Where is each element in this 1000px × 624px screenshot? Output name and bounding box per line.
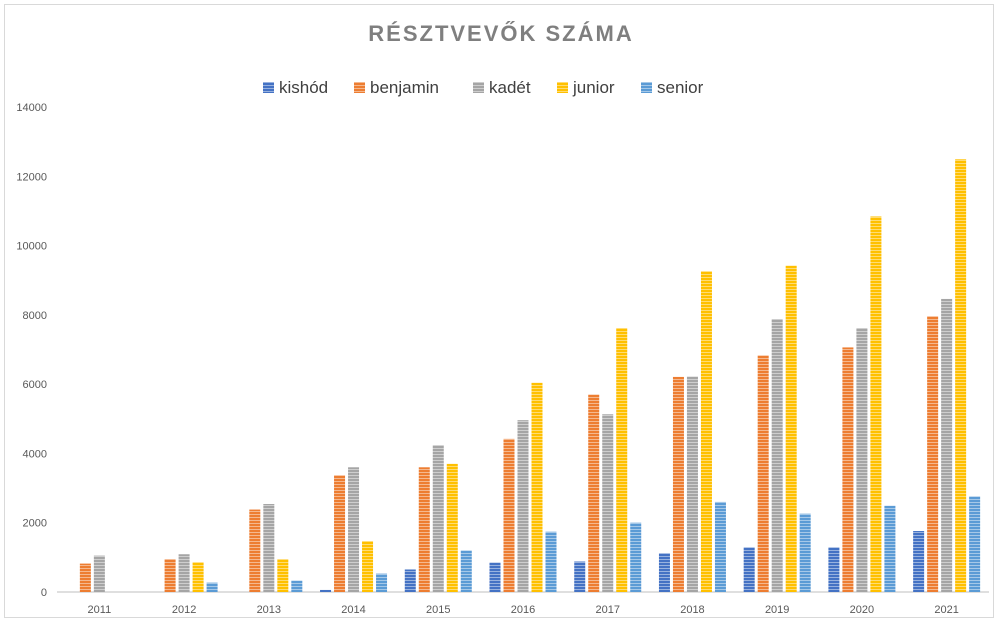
- bar-senior-2019: [799, 513, 811, 592]
- x-tick-label: 2011: [88, 604, 112, 616]
- y-tick-label: 10000: [16, 241, 47, 253]
- legend-swatch-benjamin: [354, 82, 365, 93]
- bar-benjamin-2019: [757, 355, 769, 592]
- bar-kadét-2012: [178, 554, 190, 592]
- y-tick-label: 2000: [23, 518, 47, 530]
- x-tick-label: 2021: [934, 604, 958, 616]
- bar-benjamin-2015: [418, 467, 430, 592]
- bar-junior-2021: [955, 159, 967, 592]
- bar-junior-2014: [362, 541, 374, 592]
- x-tick-label: 2018: [680, 604, 704, 616]
- bar-kishód-2015: [404, 569, 416, 592]
- bar-benjamin-2011: [79, 563, 91, 592]
- bar-junior-2018: [700, 271, 712, 592]
- legend-swatch-kishód: [263, 82, 274, 93]
- bar-kadét-2016: [517, 420, 529, 592]
- bar-senior-2012: [206, 582, 218, 592]
- bar-senior-2018: [714, 501, 726, 592]
- y-tick-label: 14000: [16, 102, 47, 114]
- bar-junior-2015: [446, 463, 458, 592]
- bar-kadét-2011: [93, 555, 105, 592]
- bar-senior-2015: [460, 550, 472, 592]
- x-axis: 2011 2012 2013 2014 2015 2016 2017 2018 2019 2020…: [88, 604, 959, 616]
- legend-label-benjamin: benjamin: [370, 78, 439, 97]
- y-axis: 0 2000 4000 6000 8000 10000 12000 14000: [16, 102, 47, 599]
- bar-senior-2014: [376, 573, 388, 592]
- y-tick-label: 4000: [23, 448, 47, 460]
- bar-senior-2016: [545, 531, 557, 592]
- bar-junior-2019: [785, 265, 797, 592]
- bar-kadét-2017: [602, 414, 614, 592]
- x-tick-label: 2012: [172, 604, 196, 616]
- bar-benjamin-2016: [503, 438, 515, 592]
- bar-benjamin-2013: [249, 509, 261, 592]
- bar-chart: RÉSZTVEVŐK SZÁMA kishód benjamin kadét juni…: [16, 21, 989, 616]
- y-tick-label: 12000: [16, 171, 47, 183]
- bar-benjamin-2021: [927, 316, 939, 592]
- x-tick-label: 2017: [595, 604, 619, 616]
- bar-kadét-2019: [771, 319, 783, 592]
- bar-benjamin-2018: [672, 376, 684, 592]
- legend-swatch-junior: [557, 82, 568, 93]
- legend-swatch-senior: [641, 82, 652, 93]
- bar-kadét-2013: [263, 504, 275, 592]
- bar-kishód-2019: [743, 547, 755, 592]
- x-tick-label: 2019: [765, 604, 789, 616]
- y-tick-label: 8000: [23, 310, 47, 322]
- legend-label-kishód: kishód: [279, 78, 328, 97]
- y-tick-label: 0: [41, 587, 47, 599]
- bar-senior-2021: [969, 496, 981, 592]
- bar-junior-2017: [616, 328, 628, 592]
- legend-label-senior: senior: [657, 78, 704, 97]
- chart-frame: RÉSZTVEVŐK SZÁMA kishód benjamin kadét juni…: [4, 4, 994, 618]
- bar-kadét-2018: [686, 376, 698, 592]
- legend-swatch-kadét: [473, 82, 484, 93]
- bar-junior-2012: [192, 562, 204, 592]
- bar-senior-2020: [884, 505, 896, 592]
- x-tick-label: 2015: [426, 604, 450, 616]
- x-tick-label: 2016: [511, 604, 535, 616]
- y-tick-label: 6000: [23, 379, 47, 391]
- bar-kishód-2018: [658, 553, 670, 592]
- x-tick-label: 2014: [341, 604, 365, 616]
- bar-junior-2013: [277, 559, 289, 592]
- bars: [79, 159, 981, 592]
- bar-benjamin-2017: [588, 394, 600, 592]
- bar-kadét-2015: [432, 445, 444, 592]
- legend-label-kadét: kadét: [489, 78, 531, 97]
- x-tick-label: 2020: [850, 604, 874, 616]
- bar-junior-2016: [531, 382, 543, 592]
- bar-kadét-2014: [348, 467, 360, 592]
- bar-benjamin-2020: [842, 347, 854, 592]
- bar-kishód-2021: [913, 531, 925, 592]
- bar-senior-2017: [630, 522, 642, 592]
- bar-benjamin-2014: [334, 475, 346, 592]
- bar-kadét-2020: [856, 328, 868, 592]
- legend: kishód benjamin kadét junior senior: [263, 78, 704, 97]
- bar-kishód-2017: [574, 561, 586, 592]
- bar-benjamin-2012: [164, 559, 176, 592]
- bar-kishód-2020: [828, 547, 840, 592]
- bar-kishód-2016: [489, 562, 501, 592]
- x-tick-label: 2013: [257, 604, 281, 616]
- bar-senior-2013: [291, 580, 303, 592]
- bar-kishód-2014: [320, 589, 332, 592]
- bar-kadét-2021: [941, 298, 953, 592]
- legend-label-junior: junior: [572, 78, 615, 97]
- bar-junior-2020: [870, 216, 882, 592]
- chart-title: RÉSZTVEVŐK SZÁMA: [368, 21, 633, 46]
